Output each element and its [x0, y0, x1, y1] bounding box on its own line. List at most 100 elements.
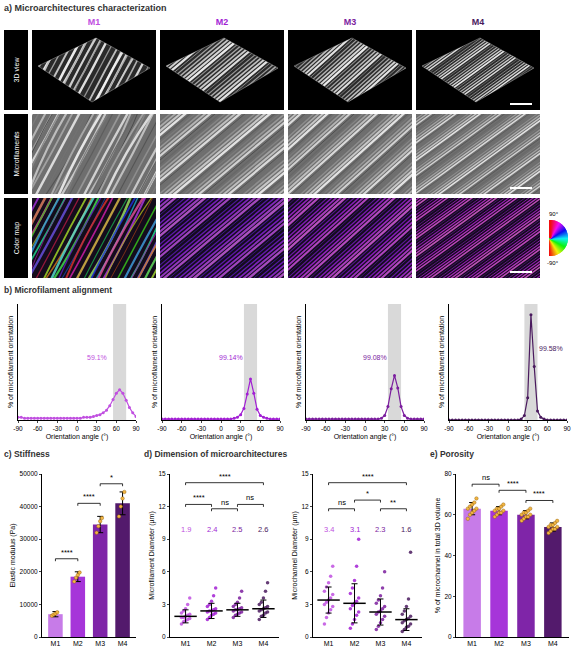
svg-text:2.6: 2.6: [258, 525, 268, 534]
svg-text:60: 60: [544, 425, 552, 432]
svg-text:20: 20: [444, 593, 452, 600]
svg-text:3: 3: [162, 601, 166, 608]
svg-text:-90: -90: [444, 425, 454, 432]
svg-text:40: 40: [444, 552, 452, 559]
svg-text:10000: 10000: [20, 601, 38, 608]
svg-text:M3: M3: [521, 640, 531, 647]
svg-text:60: 60: [444, 511, 452, 518]
svg-text:15: 15: [301, 470, 309, 477]
svg-text:****: ****: [219, 472, 231, 481]
svg-text:0: 0: [363, 425, 367, 432]
svg-text:3: 3: [305, 601, 309, 608]
svg-text:90: 90: [420, 425, 428, 432]
svg-text:% of microfilament orientation: % of microfilament orientation: [438, 316, 445, 408]
svg-text:0: 0: [75, 425, 79, 432]
svg-text:Elastic modulus (Pa): Elastic modulus (Pa): [9, 523, 17, 587]
svg-text:M2: M2: [350, 640, 360, 647]
svg-text:50000: 50000: [20, 470, 38, 477]
svg-text:99.58%: 99.58%: [539, 345, 563, 352]
svg-text:M3: M3: [344, 17, 357, 27]
svg-text:****: ****: [507, 479, 519, 488]
svg-text:****: ****: [83, 492, 95, 501]
svg-text:M2: M2: [207, 640, 217, 647]
svg-text:3.4: 3.4: [324, 525, 334, 534]
svg-text:0: 0: [162, 633, 166, 640]
svg-text:30: 30: [381, 425, 389, 432]
svg-text:-90°: -90°: [547, 260, 559, 266]
svg-text:90: 90: [132, 425, 140, 432]
svg-text:M4: M4: [548, 640, 558, 647]
svg-text:ns: ns: [338, 498, 346, 507]
svg-text:-60: -60: [464, 425, 474, 432]
svg-text:****: ****: [362, 472, 374, 481]
svg-text:6: 6: [305, 568, 309, 575]
svg-text:3D view: 3D view: [13, 57, 20, 83]
svg-text:30: 30: [93, 425, 101, 432]
svg-text:*: *: [366, 489, 369, 498]
svg-text:90: 90: [563, 425, 571, 432]
svg-text:9: 9: [162, 535, 166, 542]
svg-text:-30: -30: [484, 425, 494, 432]
svg-text:30: 30: [524, 425, 532, 432]
svg-text:-60: -60: [177, 425, 187, 432]
svg-text:% of microfilament orientation: % of microfilament orientation: [7, 316, 14, 408]
svg-text:15: 15: [158, 470, 166, 477]
svg-text:60: 60: [113, 425, 121, 432]
svg-text:****: ****: [533, 489, 545, 498]
svg-text:-60: -60: [321, 425, 331, 432]
svg-text:M1: M1: [324, 640, 334, 647]
svg-text:12: 12: [158, 503, 166, 510]
svg-text:-60: -60: [33, 425, 43, 432]
svg-text:60: 60: [257, 425, 265, 432]
svg-text:ns: ns: [221, 498, 229, 507]
svg-text:% of microfilament orientation: % of microfilament orientation: [295, 316, 302, 408]
svg-text:M4: M4: [118, 640, 128, 647]
svg-text:-90: -90: [301, 425, 311, 432]
svg-text:9: 9: [305, 535, 309, 542]
svg-text:-90: -90: [13, 425, 23, 432]
svg-text:M4: M4: [472, 17, 485, 27]
svg-text:30: 30: [237, 425, 245, 432]
svg-text:0: 0: [448, 633, 452, 640]
svg-text:-30: -30: [341, 425, 351, 432]
svg-text:M3: M3: [233, 640, 243, 647]
svg-text:0: 0: [34, 633, 38, 640]
svg-text:2.5: 2.5: [232, 525, 242, 534]
svg-text:a) Microarchitectures characte: a) Microarchitectures characterization: [4, 3, 167, 13]
svg-text:-30: -30: [53, 425, 63, 432]
svg-text:2.4: 2.4: [207, 525, 217, 534]
svg-text:90°: 90°: [549, 211, 559, 217]
svg-text:M2: M2: [73, 640, 83, 647]
svg-text:60: 60: [401, 425, 409, 432]
svg-text:*: *: [110, 473, 113, 482]
svg-text:Orientation angle (°): Orientation angle (°): [477, 433, 540, 441]
svg-text:30000: 30000: [20, 535, 38, 542]
svg-text:M4: M4: [402, 640, 412, 647]
svg-text:90: 90: [276, 425, 284, 432]
svg-text:ns: ns: [482, 473, 490, 482]
svg-text:Microfilaments: Microfilaments: [13, 131, 20, 177]
svg-text:M1: M1: [181, 640, 191, 647]
svg-text:-30: -30: [197, 425, 207, 432]
svg-text:M2: M2: [494, 640, 504, 647]
svg-text:40000: 40000: [20, 503, 38, 510]
svg-text:-90: -90: [157, 425, 167, 432]
svg-text:20000: 20000: [20, 568, 38, 575]
svg-text:99.08%: 99.08%: [363, 354, 387, 361]
svg-text:3.1: 3.1: [350, 525, 360, 534]
svg-text:2.3: 2.3: [375, 525, 385, 534]
svg-text:M1: M1: [88, 17, 101, 27]
svg-text:% of microfilament orientation: % of microfilament orientation: [151, 316, 158, 408]
svg-text:Orientation angle (°): Orientation angle (°): [334, 433, 397, 441]
svg-text:M3: M3: [95, 640, 105, 647]
svg-text:99.14%: 99.14%: [219, 354, 243, 361]
svg-text:12: 12: [301, 503, 309, 510]
svg-text:0: 0: [305, 633, 309, 640]
svg-text:59.1%: 59.1%: [87, 354, 107, 361]
svg-text:1.6: 1.6: [401, 525, 411, 534]
svg-text:M1: M1: [467, 640, 477, 647]
svg-text:****: ****: [61, 548, 73, 557]
svg-text:M3: M3: [376, 640, 386, 647]
svg-text:Orientation angle (°): Orientation angle (°): [190, 433, 253, 441]
svg-text:M2: M2: [216, 17, 229, 27]
